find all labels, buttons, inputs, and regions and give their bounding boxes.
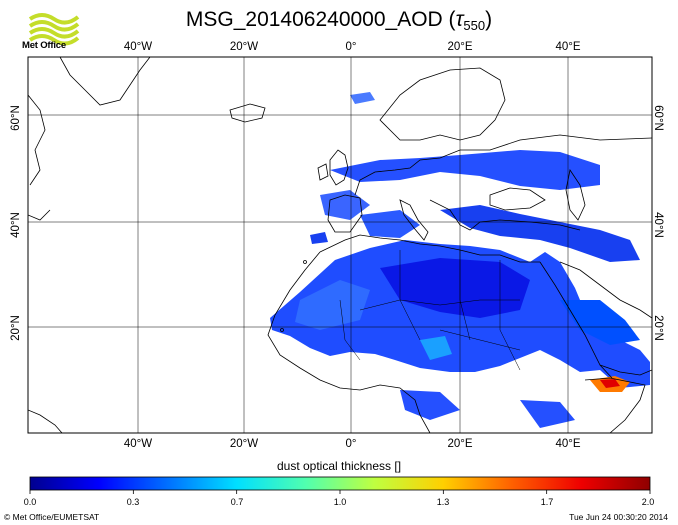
colorbar-tick: 1.7 — [540, 497, 554, 507]
lon-label-bottom: 20°W — [229, 438, 259, 450]
lat-label-left: 60°N — [9, 105, 22, 131]
figure-title: MSG_201406240000_AOD (τ550) — [0, 8, 678, 33]
colorbar-tick: 0.7 — [230, 497, 244, 507]
colorbar-tick: 0.0 — [23, 497, 37, 507]
lon-label-bottom: 40°W — [123, 438, 153, 450]
title-tau: τ — [455, 8, 464, 31]
lon-label-bottom: 40°E — [555, 438, 581, 450]
met-office-logo-icon — [28, 13, 80, 46]
lat-label-right: 20°N — [651, 315, 664, 341]
lon-label-top: 0° — [345, 41, 357, 53]
coastlines — [28, 57, 652, 433]
lon-label-top: 40°W — [123, 41, 153, 53]
lon-label-top: 20°W — [229, 41, 259, 53]
lon-label-top: 40°E — [555, 41, 581, 53]
lon-label-bottom: 0° — [345, 438, 357, 450]
credit-text: © Met Office/EUMETSAT — [4, 512, 100, 522]
map-frame — [27, 56, 653, 434]
lon-label-top: 20°E — [447, 41, 473, 53]
colorbar-tick: 1.0 — [333, 497, 347, 507]
colorbar-label: dust optical thickness [] — [276, 459, 402, 473]
colorbar-tick: 0.3 — [126, 497, 140, 507]
lat-label-right: 60°N — [651, 105, 664, 131]
title-close: ) — [485, 8, 493, 31]
colorbar — [29, 476, 651, 494]
timestamp-text: Tue Jun 24 00:30:20 2014 — [569, 512, 668, 522]
title-sub: 550 — [463, 18, 486, 33]
graticule-lines — [28, 57, 652, 433]
colorbar-tick: 2.0 — [641, 497, 655, 507]
title-main: MSG_201406240000_AOD ( — [185, 8, 456, 31]
lat-label-left: 40°N — [9, 212, 22, 238]
colorbar-tick: 1.3 — [436, 497, 450, 507]
logo-text: Met Office — [22, 40, 66, 51]
lat-label-right: 40°N — [651, 212, 664, 238]
lat-label-left: 20°N — [9, 315, 22, 341]
lon-label-bottom: 20°E — [447, 438, 473, 450]
